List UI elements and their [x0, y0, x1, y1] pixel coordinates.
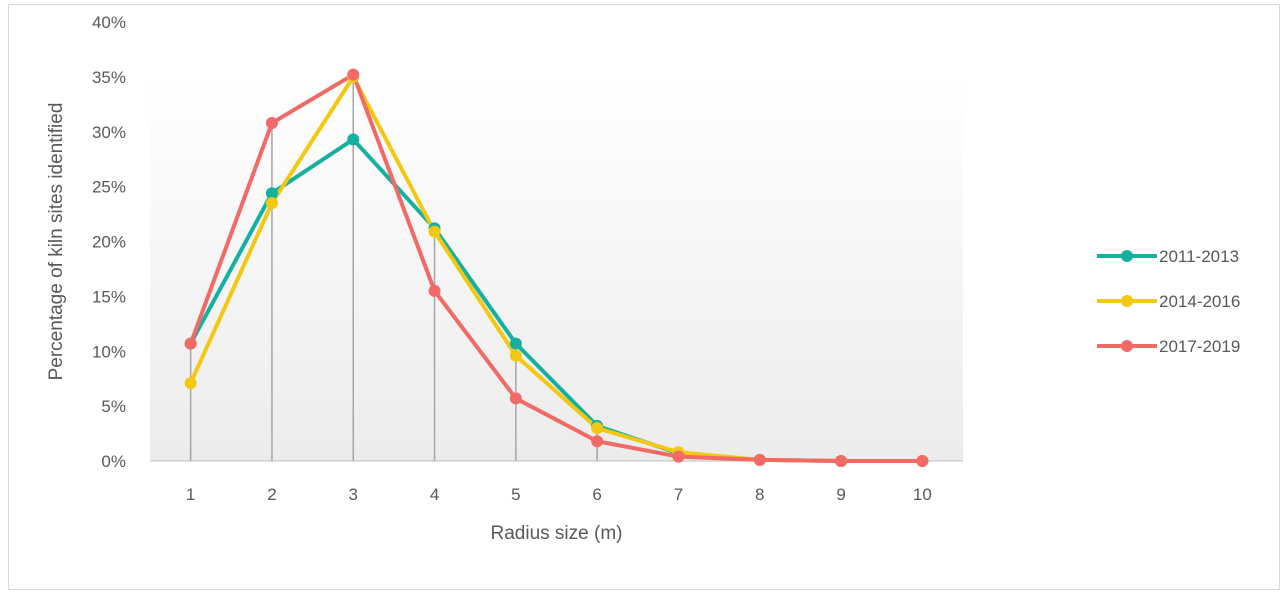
x-tick-label: 9 [836, 485, 845, 504]
y-tick-label: 40% [92, 13, 126, 32]
legend-swatch-marker [1121, 250, 1133, 262]
x-tick-label: 8 [755, 485, 764, 504]
x-tick-label: 1 [186, 485, 195, 504]
y-tick-label: 10% [92, 342, 126, 361]
y-tick-label: 20% [92, 233, 126, 252]
y-tick-label: 0% [101, 452, 126, 471]
legend-swatch-marker [1121, 295, 1133, 307]
x-tick-label: 5 [511, 485, 520, 504]
series-line [188, 72, 925, 463]
legend-label: 2011-2013 [1159, 247, 1239, 266]
data-point [265, 116, 278, 129]
x-axis-title: Radius size (m) [491, 523, 623, 544]
data-point [265, 187, 278, 200]
data-point [265, 197, 278, 210]
x-tick-label: 3 [349, 485, 358, 504]
data-point [591, 435, 604, 448]
series-lines [188, 72, 925, 463]
y-axis-tick-labels: 0% 5% 10% 15% 20% 25% 30% 35% 40% [92, 13, 126, 471]
x-axis-tick-labels: 1 2 3 4 5 6 7 8 9 10 [186, 485, 932, 504]
data-point [509, 337, 522, 350]
data-point [753, 453, 766, 466]
data-point [184, 337, 197, 350]
data-point [184, 377, 197, 390]
x-tick-label: 6 [592, 485, 601, 504]
data-point [347, 133, 360, 146]
x-tick-label: 2 [267, 485, 276, 504]
legend: 2011-2013 2014-2016 2017-2019 [1097, 247, 1240, 356]
x-tick-label: 7 [674, 485, 683, 504]
y-tick-label: 25% [92, 178, 126, 197]
legend-label: 2014-2016 [1159, 292, 1240, 311]
data-point [509, 349, 522, 362]
data-point [347, 68, 360, 81]
y-tick-label: 35% [92, 68, 126, 87]
x-tick-label: 4 [430, 485, 439, 504]
legend-label: 2017-2019 [1159, 337, 1240, 356]
data-point [428, 225, 441, 238]
y-axis-title: Percentage of kiln sites identified [46, 103, 67, 381]
plot-area [150, 76, 963, 461]
data-point [509, 392, 522, 405]
data-point [591, 422, 604, 435]
x-tick-label: 10 [913, 485, 932, 504]
data-point [428, 284, 441, 297]
data-point [672, 450, 685, 463]
series-markers [184, 68, 929, 467]
y-tick-label: 30% [92, 123, 126, 142]
y-tick-label: 5% [101, 397, 126, 416]
y-tick-label: 15% [92, 287, 126, 306]
data-point [835, 455, 848, 467]
data-point [916, 455, 929, 467]
legend-swatch-marker [1121, 340, 1133, 352]
